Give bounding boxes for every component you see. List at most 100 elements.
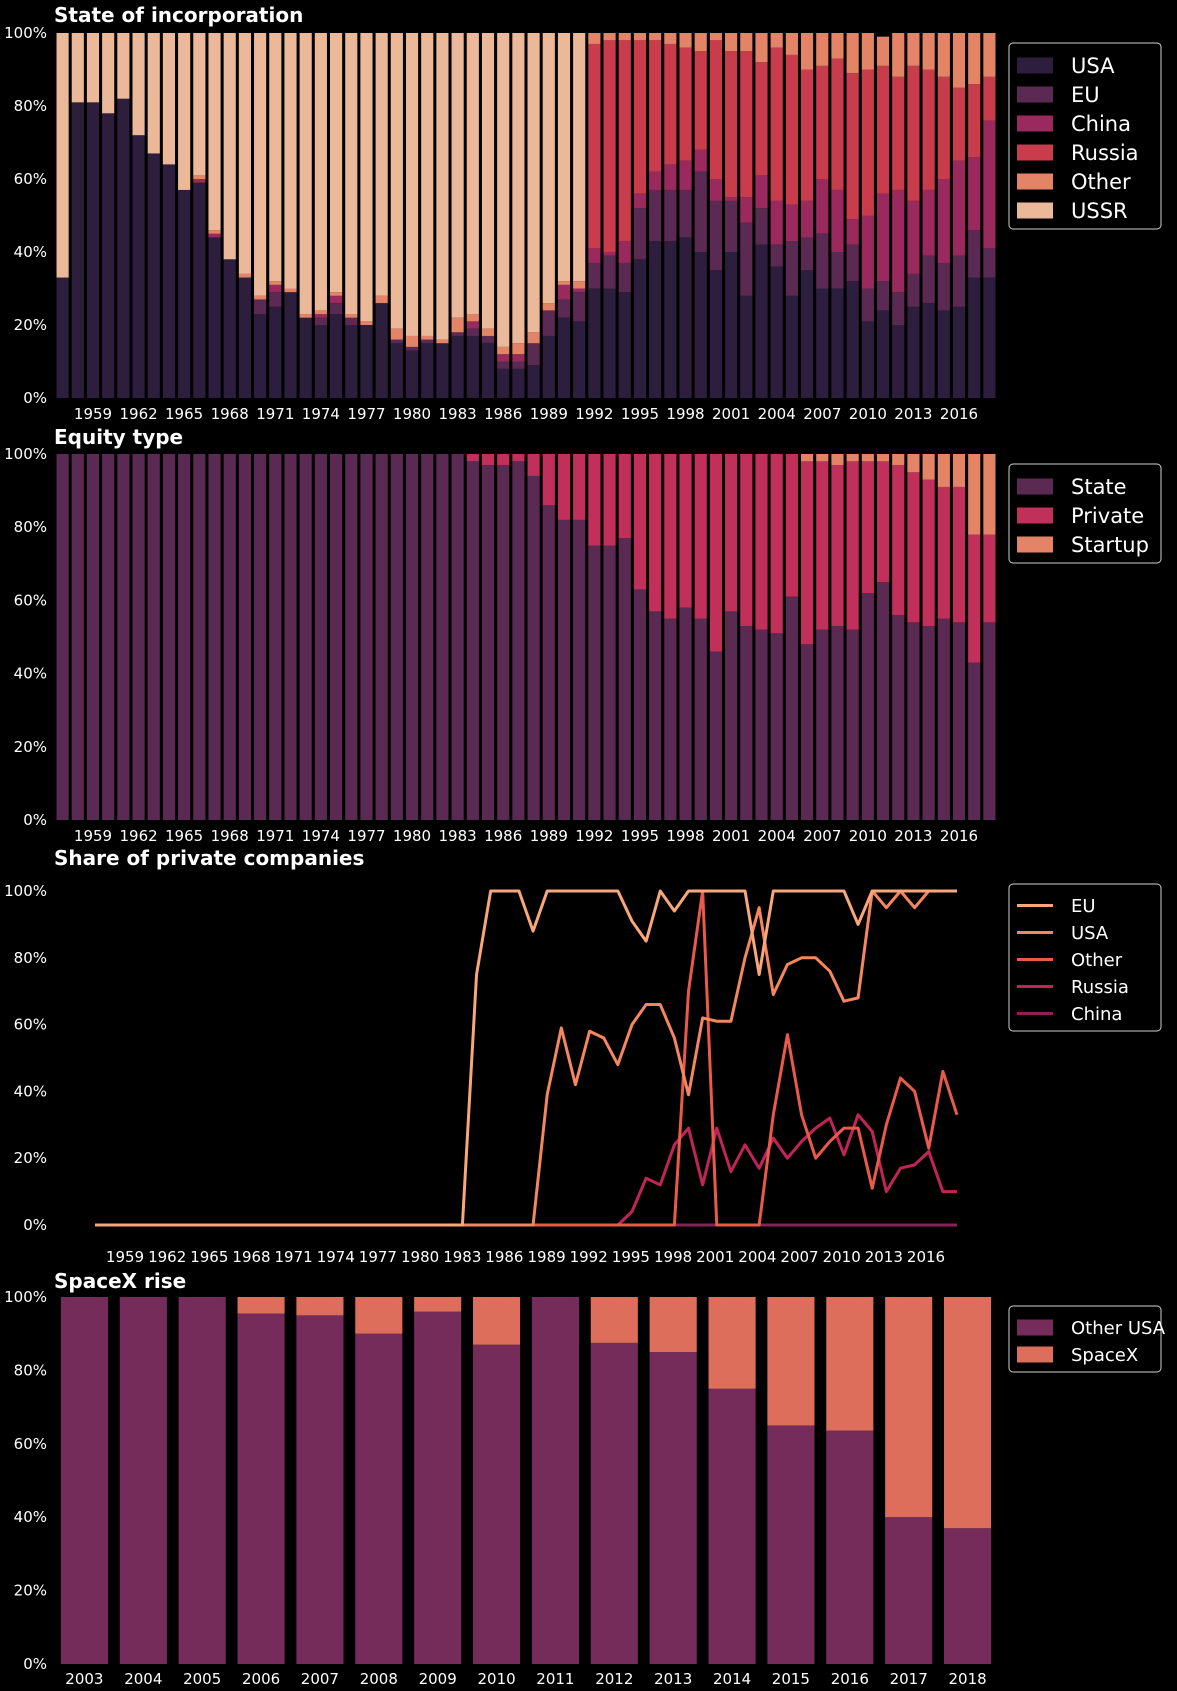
bar-segment bbox=[603, 545, 616, 820]
bar-segment bbox=[770, 266, 783, 398]
bar-segment bbox=[861, 593, 874, 820]
bar-segment bbox=[968, 157, 981, 231]
bar-segment bbox=[405, 454, 419, 820]
bar-segment bbox=[968, 84, 981, 158]
bar-segment bbox=[876, 582, 890, 820]
bar-segment bbox=[590, 1342, 638, 1665]
bar-segment bbox=[269, 33, 282, 282]
bar-segment bbox=[557, 33, 571, 282]
x-tick-label: 2013 bbox=[894, 405, 932, 423]
bar-segment bbox=[846, 33, 859, 74]
bar-segment bbox=[846, 244, 859, 282]
bar-segment bbox=[119, 1297, 167, 1664]
bar-segment bbox=[314, 314, 327, 318]
bar-segment bbox=[922, 69, 935, 190]
bar-segment bbox=[649, 189, 662, 242]
bar-segment bbox=[846, 461, 859, 630]
bar-segment bbox=[451, 335, 464, 398]
bar-segment bbox=[694, 33, 707, 52]
bar-segment bbox=[952, 454, 966, 487]
bar-segment bbox=[816, 454, 829, 462]
bar-segment bbox=[390, 328, 403, 340]
x-tick-label: 1977 bbox=[347, 827, 385, 845]
bar-segment bbox=[56, 277, 69, 398]
bar-segment bbox=[193, 182, 206, 398]
bar-segment bbox=[694, 171, 707, 252]
bar-segment bbox=[861, 288, 874, 322]
bar-segment bbox=[162, 33, 176, 165]
bar-segment bbox=[876, 281, 890, 311]
bar-segment bbox=[983, 454, 996, 535]
bar-segment bbox=[269, 306, 282, 398]
bar-segment bbox=[937, 486, 950, 619]
legend-label: Other bbox=[1071, 170, 1131, 194]
x-tick-label: 1968 bbox=[232, 1248, 270, 1266]
x-tick-label: 2004 bbox=[738, 1248, 776, 1266]
x-tick-label: 1983 bbox=[443, 1248, 481, 1266]
bar-segment bbox=[512, 354, 525, 362]
bar-segment bbox=[892, 189, 905, 293]
bar-segment bbox=[922, 479, 935, 627]
bar-segment bbox=[405, 33, 419, 336]
legend-swatch bbox=[1017, 1319, 1053, 1336]
bar-segment bbox=[892, 76, 905, 190]
bar-segment bbox=[785, 596, 798, 820]
legend: Other USA SpaceX bbox=[1008, 1305, 1166, 1373]
x-tick-label: 1992 bbox=[575, 827, 613, 845]
bar-segment bbox=[831, 189, 844, 252]
bar-segment bbox=[725, 33, 738, 52]
bar-segment bbox=[497, 464, 510, 820]
bar-segment bbox=[755, 208, 768, 245]
x-tick-label: 2006 bbox=[242, 1670, 280, 1688]
bar-segment bbox=[375, 33, 388, 296]
bar-segment bbox=[193, 175, 206, 179]
bar-segment bbox=[451, 317, 464, 333]
y-tick-label: 60% bbox=[14, 1016, 47, 1034]
legend-label: Other USA bbox=[1071, 1318, 1166, 1339]
bar-segment bbox=[542, 335, 555, 398]
x-tick-label: 1980 bbox=[401, 1248, 439, 1266]
x-tick-label: 1992 bbox=[575, 405, 613, 423]
legend-label: Private bbox=[1071, 504, 1144, 528]
x-tick-label: 1992 bbox=[570, 1248, 608, 1266]
y-tick-label: 100% bbox=[4, 882, 47, 900]
legend-label: SpaceX bbox=[1071, 1345, 1138, 1366]
x-tick-label: 1995 bbox=[621, 405, 659, 423]
bar-segment bbox=[907, 622, 920, 820]
bar-segment bbox=[952, 87, 966, 161]
bar-segment bbox=[679, 607, 692, 820]
legend-label: Startup bbox=[1071, 533, 1149, 557]
bar-segment bbox=[436, 343, 449, 398]
bar-segment bbox=[709, 270, 722, 398]
bar-segment bbox=[922, 33, 935, 70]
x-tick-label: 1986 bbox=[485, 1248, 523, 1266]
bar-segment bbox=[375, 303, 388, 398]
y-tick-label: 0% bbox=[23, 1655, 47, 1673]
bar-segment bbox=[968, 454, 981, 535]
bar-segment bbox=[178, 189, 191, 398]
bar-segment bbox=[816, 629, 829, 820]
bar-segment bbox=[481, 33, 495, 329]
bar-segment bbox=[193, 454, 206, 820]
bar-segment bbox=[71, 102, 84, 398]
bar-segment bbox=[679, 454, 692, 608]
x-tick-label: 2016 bbox=[940, 827, 978, 845]
bar-segment bbox=[390, 343, 403, 398]
legend-swatch bbox=[1017, 536, 1053, 553]
bar-segment bbox=[269, 284, 282, 293]
x-tick-label: 2012 bbox=[595, 1670, 633, 1688]
x-tick-label: 1998 bbox=[666, 827, 704, 845]
x-tick-label: 1989 bbox=[530, 827, 568, 845]
bar-segment bbox=[436, 33, 449, 340]
bar-segment bbox=[876, 65, 890, 194]
bar-segment bbox=[117, 454, 130, 820]
bar-segment bbox=[603, 252, 616, 256]
bar-segment bbox=[767, 1425, 815, 1664]
bar-segment bbox=[633, 33, 647, 41]
bar-segment bbox=[451, 454, 464, 820]
bar-segment bbox=[254, 299, 267, 315]
bar-segment bbox=[314, 310, 327, 315]
bar-segment bbox=[405, 335, 419, 347]
bar-segment bbox=[466, 314, 479, 322]
x-tick-label: 2003 bbox=[65, 1670, 103, 1688]
